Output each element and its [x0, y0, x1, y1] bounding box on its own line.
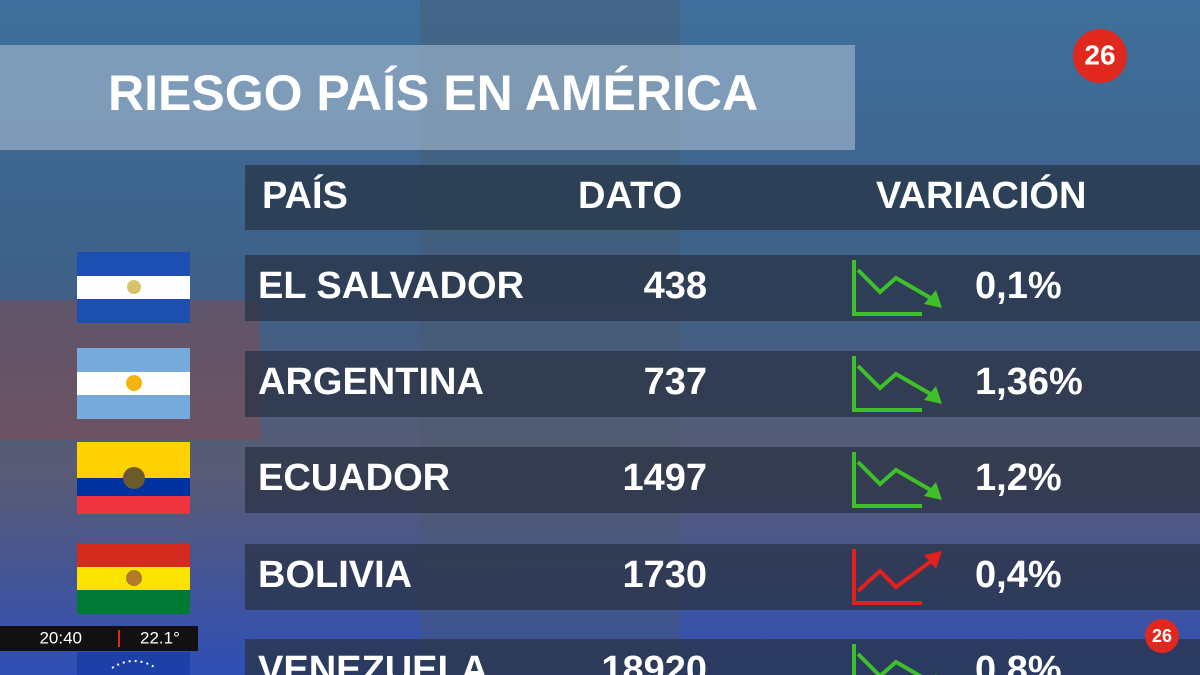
icon-head	[924, 386, 942, 404]
icon-head	[924, 290, 942, 308]
icon-head	[924, 551, 942, 569]
row-bar	[245, 544, 1200, 610]
icon-line	[856, 460, 936, 494]
dato: 1730	[622, 554, 707, 596]
icon-line	[856, 652, 923, 675]
icon-axis	[852, 452, 922, 508]
flag-ecuador	[77, 442, 190, 514]
dato: 737	[644, 361, 707, 403]
flag-el-salvador	[77, 252, 190, 323]
flag-bolivia	[77, 543, 190, 614]
country: ARGENTINA	[258, 361, 484, 403]
header-bar	[245, 165, 1200, 230]
variacion: 1,36%	[975, 361, 1083, 403]
trend-down-icon	[852, 452, 942, 508]
icon-axis	[852, 644, 856, 675]
temperature: 22.1°	[140, 628, 180, 647]
title-bar	[0, 45, 855, 150]
row-bar	[245, 351, 1200, 417]
variacion: 1,2%	[975, 457, 1062, 499]
flag-argentina	[77, 348, 190, 419]
icon-line	[856, 557, 936, 593]
icon-axis	[852, 260, 922, 316]
variacion: 0,1%	[975, 265, 1062, 307]
logo	[1073, 29, 1127, 83]
country: ECUADOR	[258, 457, 450, 499]
dato: 18920	[601, 649, 707, 675]
icon-axis	[852, 549, 922, 605]
trend-down-icon	[852, 260, 942, 316]
country: BOLIVIA	[258, 554, 412, 596]
country: VENEZUELA	[258, 649, 488, 675]
flag-venezuela	[77, 652, 190, 675]
clock-bar	[0, 626, 198, 651]
small-logo	[1145, 619, 1179, 653]
rows: EL SALVADOR 438 0,1% ARGENTINA 737 1,36% ECUAD…	[245, 255, 1200, 675]
logo-text: 26	[1084, 39, 1115, 70]
row-bar	[245, 447, 1200, 513]
column-header: VARIACIÓN	[876, 173, 1086, 217]
variacion: 0,8%	[975, 649, 1062, 675]
country: EL SALVADOR	[258, 265, 524, 307]
time: 20:40	[39, 628, 82, 647]
icon-line	[856, 268, 936, 302]
variacion: 0,4%	[975, 554, 1062, 596]
trend-up-icon	[852, 549, 942, 605]
dato: 1497	[622, 457, 707, 499]
icon-line	[856, 364, 936, 398]
dato: 438	[644, 265, 707, 307]
column-header: PAÍS	[262, 173, 348, 217]
title: RIESGO PAÍS EN AMÉRICA	[108, 65, 758, 121]
row-bar	[245, 639, 1200, 675]
trend-down-icon	[852, 356, 942, 412]
separator	[118, 630, 120, 647]
icon-head	[924, 482, 942, 500]
icon-axis	[852, 356, 922, 412]
small-logo-text: 26	[1152, 626, 1172, 646]
row-bar	[245, 255, 1200, 321]
column-header: DATO	[578, 175, 682, 217]
